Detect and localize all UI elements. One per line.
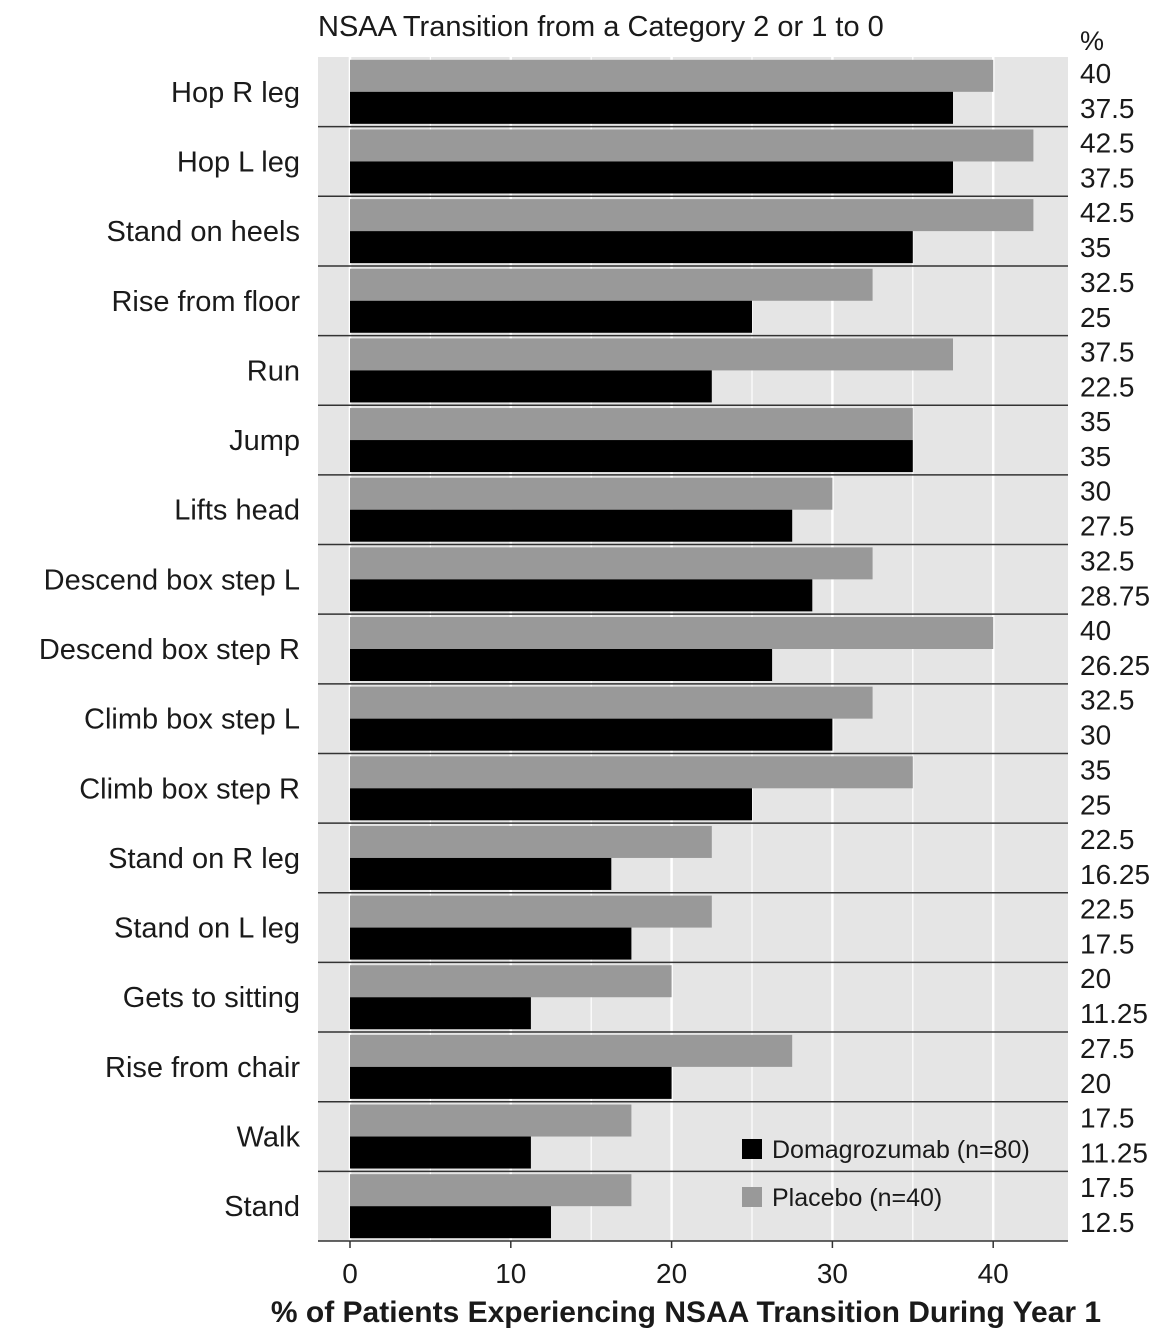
category-label: Stand xyxy=(224,1191,300,1223)
bar-domagrozumab xyxy=(350,231,913,264)
value-label-placebo: 32.5 xyxy=(1080,545,1135,576)
value-label-domagrozumab: 20 xyxy=(1080,1068,1111,1099)
category-label: Stand on L leg xyxy=(114,913,300,945)
bar-domagrozumab xyxy=(350,649,773,681)
value-label-placebo: 27.5 xyxy=(1080,1033,1135,1064)
x-tick-label: 10 xyxy=(495,1258,526,1289)
category-label: Rise from floor xyxy=(111,286,300,318)
bar-domagrozumab xyxy=(350,788,752,821)
x-tick-label: 40 xyxy=(978,1258,1009,1289)
value-label-placebo: 40 xyxy=(1080,615,1111,646)
bar-placebo xyxy=(350,965,672,998)
category-label: Climb box step L xyxy=(84,704,300,736)
bar-placebo xyxy=(350,547,873,580)
value-label-placebo: 22.5 xyxy=(1080,824,1135,855)
value-label-placebo: 42.5 xyxy=(1080,197,1135,228)
category-label: Run xyxy=(247,355,300,387)
chart-title: NSAA Transition from a Category 2 or 1 t… xyxy=(318,11,884,43)
category-label: Descend box step R xyxy=(39,634,300,666)
bar-placebo xyxy=(350,756,913,789)
bar-domagrozumab xyxy=(350,857,612,890)
bar-placebo xyxy=(350,408,913,441)
bar-placebo xyxy=(350,338,953,371)
value-label-domagrozumab: 37.5 xyxy=(1080,162,1135,193)
category-label: Climb box step R xyxy=(79,773,300,805)
bar-placebo xyxy=(350,895,712,928)
bar-placebo xyxy=(350,1174,632,1207)
value-label-placebo: 32.5 xyxy=(1080,267,1135,298)
bar-placebo xyxy=(350,477,833,510)
x-tick-label: 0 xyxy=(342,1258,358,1289)
legend-swatch-placebo xyxy=(742,1187,762,1207)
category-label: Stand on heels xyxy=(107,216,300,248)
legend-label-domagrozumab: Domagrozumab (n=80) xyxy=(772,1136,1030,1164)
category-label: Hop R leg xyxy=(171,77,300,109)
value-label-domagrozumab: 12.5 xyxy=(1080,1207,1135,1238)
bar-domagrozumab xyxy=(350,509,793,542)
value-label-domagrozumab: 37.5 xyxy=(1080,93,1135,124)
value-label-domagrozumab: 11.25 xyxy=(1080,1138,1148,1169)
bar-domagrozumab xyxy=(350,579,813,612)
x-tick-label: 30 xyxy=(817,1258,848,1289)
value-label-domagrozumab: 25 xyxy=(1080,789,1111,820)
value-label-domagrozumab: 22.5 xyxy=(1080,371,1135,402)
value-label-placebo: 22.5 xyxy=(1080,894,1135,925)
category-label: Walk xyxy=(237,1122,301,1154)
category-label: Jump xyxy=(229,425,300,457)
value-label-domagrozumab: 27.5 xyxy=(1080,511,1135,542)
bar-domagrozumab xyxy=(350,1066,672,1099)
bar-domagrozumab xyxy=(350,300,752,333)
value-label-domagrozumab: 26.25 xyxy=(1080,650,1150,681)
x-axis-label: % of Patients Experiencing NSAA Transiti… xyxy=(271,1296,1101,1329)
legend-label-placebo: Placebo (n=40) xyxy=(772,1184,942,1212)
category-label: Stand on R leg xyxy=(108,843,300,875)
bar-placebo xyxy=(350,1104,632,1137)
value-label-placebo: 35 xyxy=(1080,754,1111,785)
bar-placebo xyxy=(350,617,994,649)
value-label-placebo: 42.5 xyxy=(1080,127,1135,158)
category-label: Descend box step L xyxy=(44,564,300,596)
value-label-placebo: 30 xyxy=(1080,476,1111,507)
bar-placebo xyxy=(350,59,994,92)
value-label-domagrozumab: 35 xyxy=(1080,441,1111,472)
category-label: Lifts head xyxy=(174,495,300,527)
bar-domagrozumab xyxy=(350,91,953,124)
value-column-header: % xyxy=(1080,26,1104,56)
legend-swatch-domagrozumab xyxy=(742,1139,762,1159)
bar-placebo xyxy=(350,199,1034,232)
value-label-domagrozumab: 25 xyxy=(1080,302,1111,333)
bar-domagrozumab xyxy=(350,927,632,960)
category-label: Rise from chair xyxy=(105,1052,300,1084)
value-label-domagrozumab: 35 xyxy=(1080,232,1111,263)
bar-domagrozumab xyxy=(350,440,913,473)
value-label-placebo: 35 xyxy=(1080,406,1111,437)
bar-domagrozumab xyxy=(350,1206,551,1239)
bar-domagrozumab xyxy=(350,370,712,403)
bar-domagrozumab xyxy=(350,161,953,194)
value-label-domagrozumab: 28.75 xyxy=(1080,580,1150,611)
bar-placebo xyxy=(350,129,1034,162)
value-label-placebo: 20 xyxy=(1080,963,1111,994)
bar-placebo xyxy=(350,1034,793,1067)
bar-domagrozumab xyxy=(350,718,833,751)
value-label-placebo: 17.5 xyxy=(1080,1103,1135,1134)
x-tick-label: 20 xyxy=(656,1258,687,1289)
value-label-domagrozumab: 16.25 xyxy=(1080,859,1150,890)
value-label-placebo: 32.5 xyxy=(1080,685,1135,716)
bar-placebo xyxy=(350,825,712,858)
value-label-domagrozumab: 17.5 xyxy=(1080,929,1135,960)
value-label-domagrozumab: 30 xyxy=(1080,720,1111,751)
value-label-placebo: 37.5 xyxy=(1080,336,1135,367)
category-label: Gets to sitting xyxy=(123,982,300,1014)
bar-placebo xyxy=(350,686,873,719)
category-label: Hop L leg xyxy=(177,146,300,178)
value-label-placebo: 17.5 xyxy=(1080,1172,1135,1203)
bar-domagrozumab xyxy=(350,1136,531,1169)
value-label-domagrozumab: 11.25 xyxy=(1080,998,1148,1029)
bar-placebo xyxy=(350,268,873,301)
value-label-placebo: 40 xyxy=(1080,58,1111,89)
bar-domagrozumab xyxy=(350,997,531,1030)
